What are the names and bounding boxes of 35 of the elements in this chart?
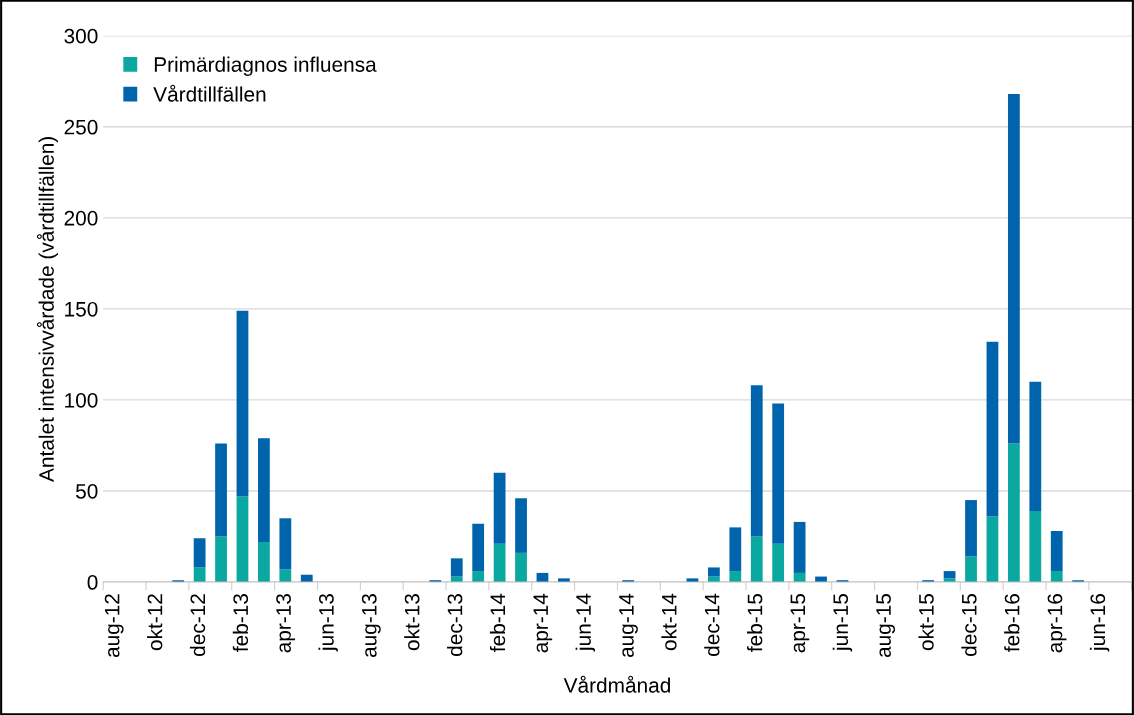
x-tick-label: aug-14 [619, 593, 638, 658]
x-tick-label: okt-14 [661, 593, 677, 651]
x-axis-title: Vårdmånad [563, 675, 670, 693]
x-tick-label: dec-13 [447, 594, 463, 656]
x-tick-label: dec-14 [704, 593, 720, 656]
y-tick-label: 0 [87, 575, 98, 590]
y-tick-label: 200 [64, 210, 98, 226]
x-tick-label: dec-15 [961, 593, 977, 656]
x-tick-label: aug-12 [104, 594, 124, 658]
y-tick-label: 300 [64, 28, 98, 44]
x-tick-label: jun-15 [832, 593, 853, 652]
x-tick-label: aug-13 [361, 594, 381, 658]
x-tick-label: apr-15 [790, 593, 810, 653]
x-tick-label: okt-15 [918, 593, 934, 651]
y-tick-label: 100 [65, 392, 98, 408]
x-tick-label: aug-15 [876, 593, 896, 658]
y-tick-label: 150 [65, 301, 98, 317]
x-tick-label: okt-12 [147, 594, 163, 651]
y-axis-title: Antalet intensivvårdade (vårdtillfällen) [36, 137, 59, 482]
x-tick-label: dec-12 [189, 594, 206, 656]
x-tick-label: feb-13 [232, 594, 249, 652]
legend-label: Primärdiagnos influensa [154, 56, 377, 76]
legend-label: Vårdtillfällen [153, 84, 266, 102]
y-tick-label: 50 [76, 483, 98, 499]
x-tick-label: jun-16 [1089, 594, 1110, 652]
x-tick-label: okt-13 [404, 594, 420, 651]
x-tick-label: apr-16 [1047, 594, 1067, 653]
x-tick-label: jun-13 [318, 594, 338, 652]
x-tick-label: feb-16 [1004, 594, 1020, 652]
y-tick-label: 250 [64, 119, 98, 135]
x-tick-label: apr-14 [533, 593, 553, 653]
x-tick-label: apr-13 [276, 594, 296, 653]
x-tick-label: jun-14 [575, 593, 596, 652]
x-tick-label: feb-15 [747, 593, 763, 652]
x-tick-label: feb-14 [489, 593, 506, 652]
